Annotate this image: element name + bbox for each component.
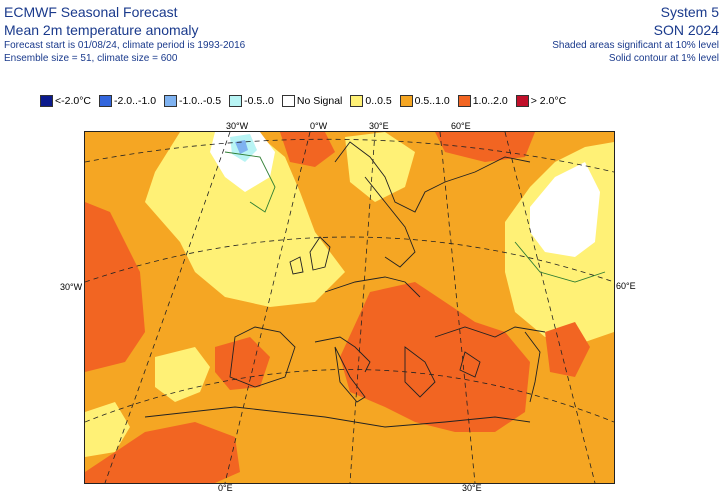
legend-item: No Signal (281, 95, 343, 107)
season-label: SON 2024 (653, 22, 719, 38)
header-left: ECMWF Seasonal Forecast Mean 2m temperat… (4, 3, 245, 65)
legend-swatch (350, 95, 364, 107)
system-label: System 5 (660, 4, 719, 20)
legend-item: 0.5..1.0 (399, 95, 450, 107)
legend-label: No Signal (296, 95, 343, 107)
legend-swatch (515, 95, 529, 107)
lon-label-30e-bottom: 30°E (462, 483, 482, 493)
lon-label-60e-right: 60°E (616, 281, 636, 291)
ensemble-info: Ensemble size = 51, climate size = 600 (4, 53, 178, 64)
lon-label-30e-top: 30°E (369, 121, 389, 131)
forecast-start-info: Forecast start is 01/08/24, climate peri… (4, 40, 246, 51)
middle-east-warm-region (545, 322, 590, 377)
siberia-nosignal-region (530, 162, 600, 257)
legend-label: <-2.0°C (55, 95, 92, 107)
coastlines (144, 141, 546, 428)
north-africa-warm-region (85, 422, 240, 483)
legend-label: -1.0..-0.5 (179, 95, 222, 107)
lon-label-30w-top: 30°W (226, 121, 249, 131)
atlantic-warm-region-west (85, 202, 145, 372)
sahara-yellow-region (85, 402, 130, 457)
legend-label: 1.0..2.0 (472, 95, 508, 107)
map-canvas (85, 132, 614, 483)
norway-sea-warm-region (280, 132, 335, 167)
mediterranean-warm-region (340, 282, 530, 432)
legend-label: 0..0.5 (365, 95, 392, 107)
lon-label-60e-top: 60°E (451, 121, 471, 131)
arctic-warm-region (435, 132, 535, 162)
greenland-nosignal-region (210, 132, 275, 192)
legend-label: -0.5..0 (244, 95, 274, 107)
contour-note: Solid contour at 1% level (608, 53, 719, 64)
legend-swatch (281, 95, 295, 107)
lon-label-0w-top: 0°W (310, 121, 328, 131)
legend-item: <-2.0°C (40, 95, 91, 107)
spain-yellow-region (155, 347, 210, 402)
greenland-sea-yellow-region (345, 132, 415, 202)
legend-item: 1.0..2.0 (457, 95, 508, 107)
legend-label: -2.0..-1.0 (114, 95, 157, 107)
legend-item: -2.0..-1.0 (99, 95, 156, 107)
variable-title: Mean 2m temperature anomaly (4, 22, 199, 38)
graticule (85, 132, 614, 483)
legend-swatch (40, 95, 53, 107)
legend-item: -0.5..0 (229, 95, 274, 107)
legend-item: > 2.0°C (515, 95, 567, 107)
lon-label-30w-left: 30°W (60, 282, 83, 292)
header-right: System 5 SON 2024 Shaded areas significa… (552, 3, 719, 65)
anomaly-map (84, 131, 615, 484)
shading-note: Shaded areas significant at 10% level (552, 40, 719, 51)
legend-swatch (164, 95, 178, 107)
legend-swatch (457, 95, 471, 107)
iberia-warm-region (215, 337, 270, 390)
legend-label: > 2.0°C (530, 95, 567, 107)
product-title: ECMWF Seasonal Forecast (4, 4, 178, 20)
greenland-colder-region (235, 140, 248, 154)
legend-item: 0..0.5 (350, 95, 392, 107)
legend-swatch (229, 95, 243, 107)
significance-contour (224, 151, 606, 283)
legend-item: -1.0..-0.5 (164, 95, 221, 107)
lon-label-0e-bottom: 0°E (218, 483, 233, 493)
atlantic-yellow-region (145, 132, 345, 307)
legend-label: 0.5..1.0 (414, 95, 450, 107)
legend-swatch (399, 95, 413, 107)
legend-swatch (99, 95, 113, 107)
color-legend: <-2.0°C -2.0..-1.0 -1.0..-0.5 -0.5..0 No… (40, 93, 574, 109)
